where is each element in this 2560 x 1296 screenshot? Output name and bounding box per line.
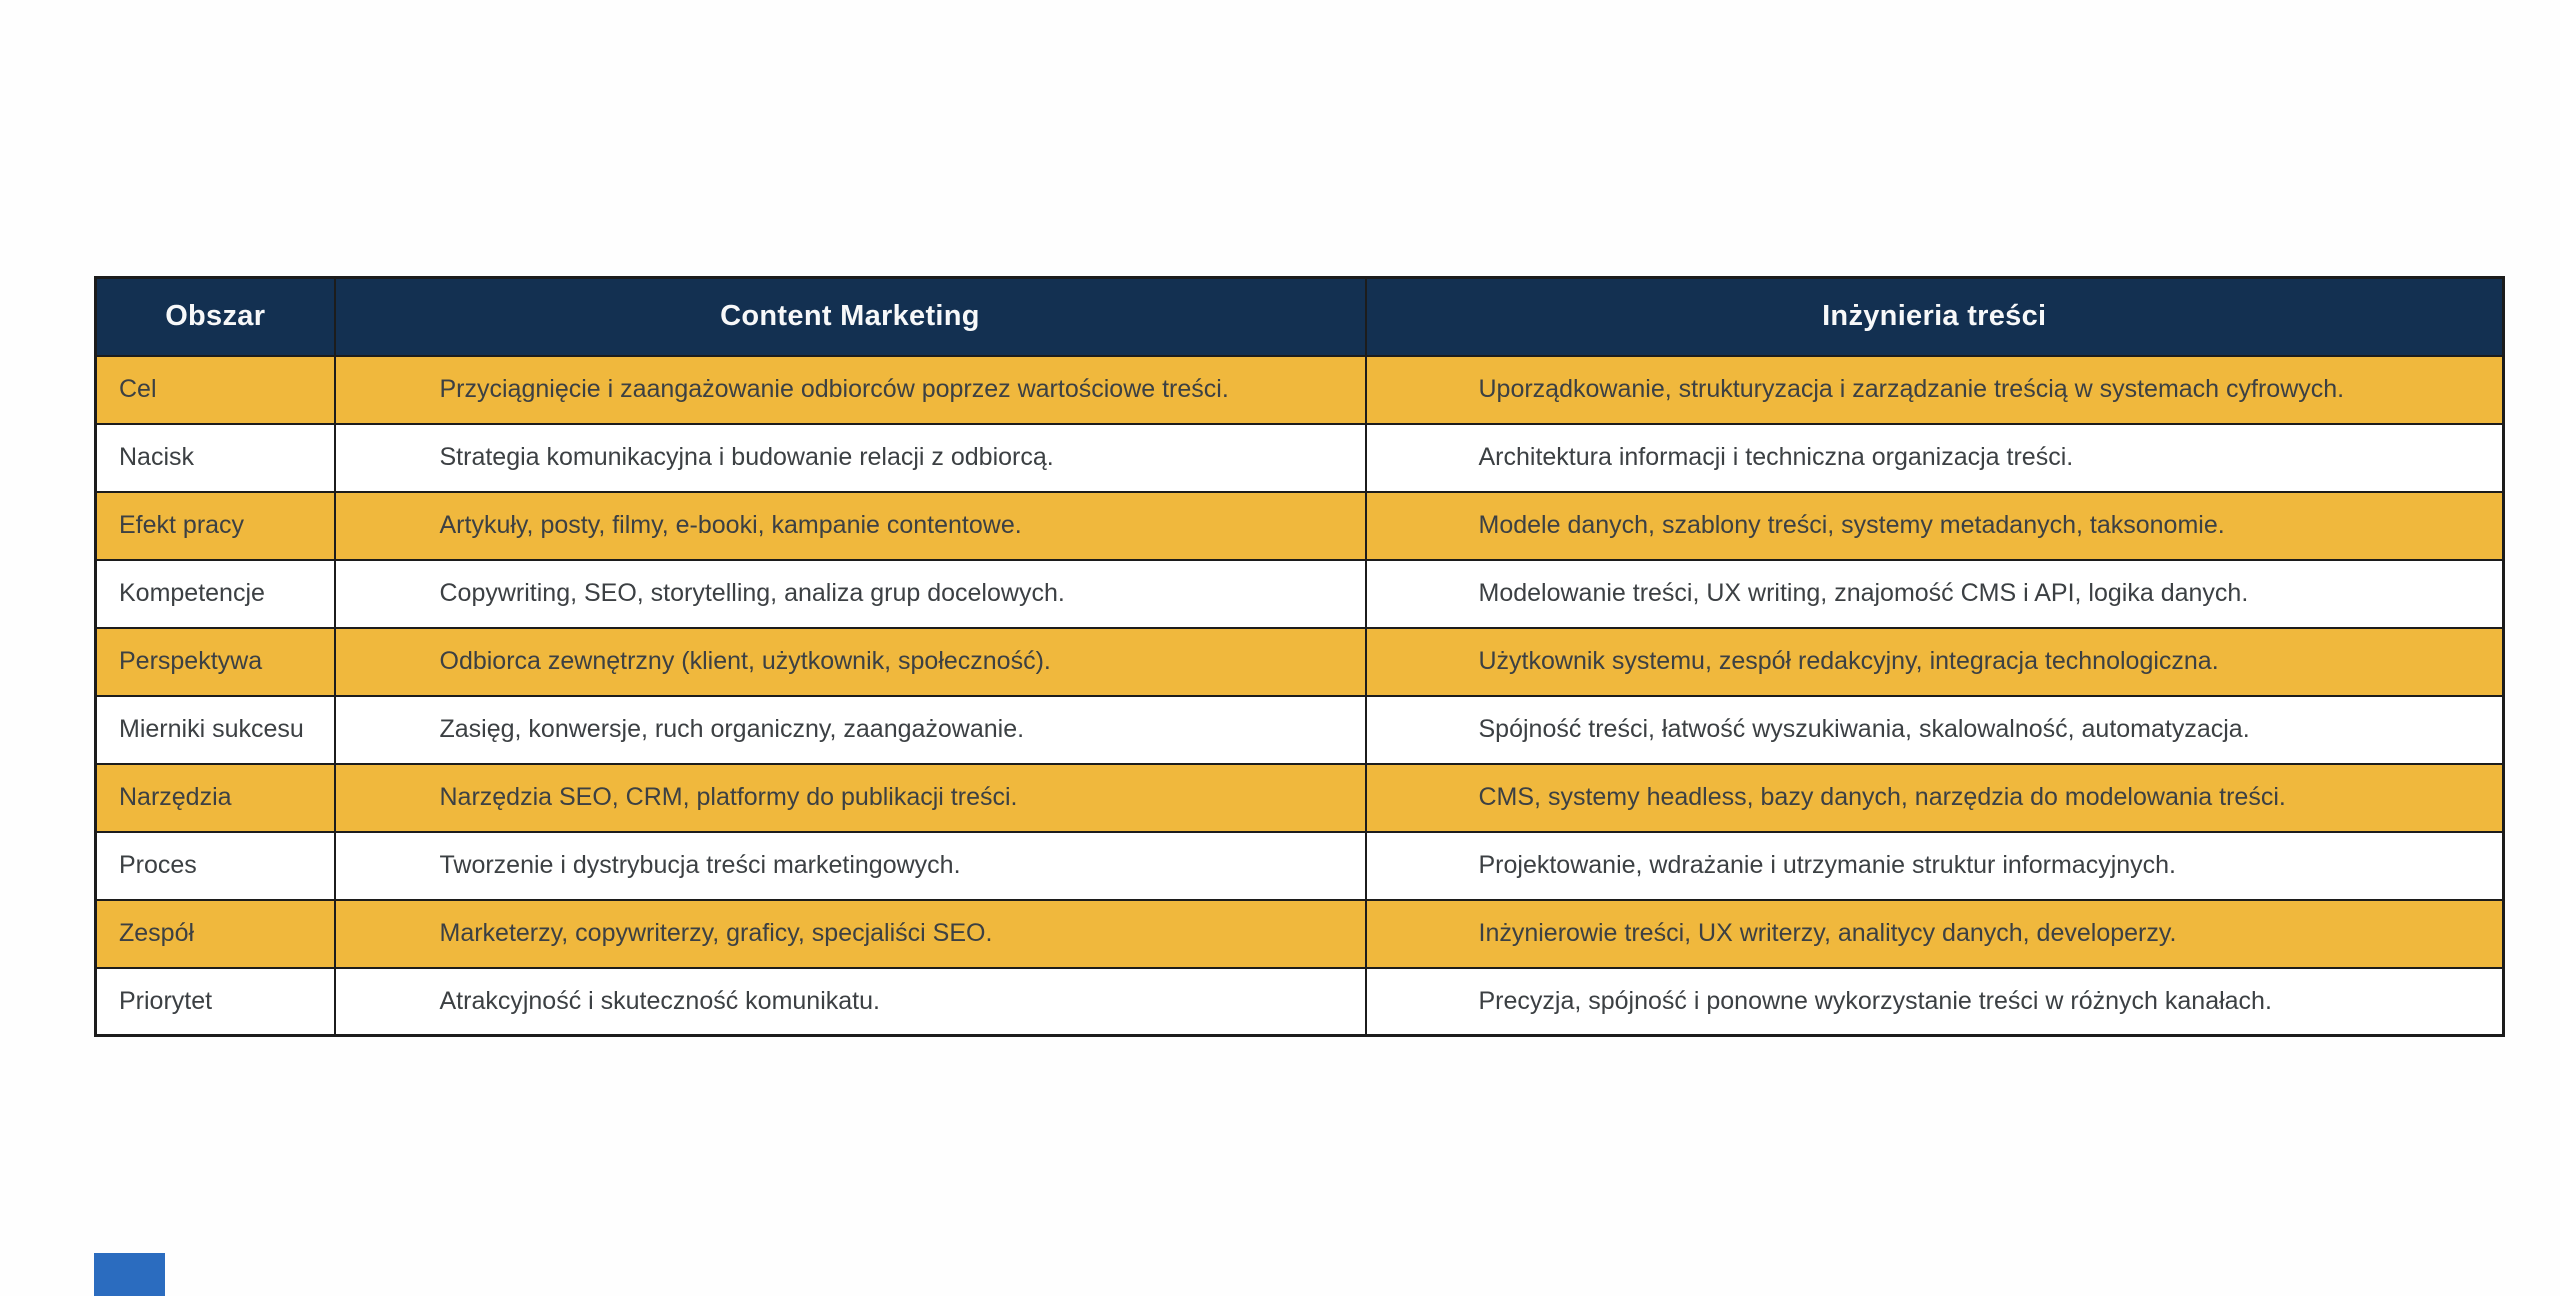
area-cell: Cel (94, 354, 336, 425)
content-engineering-cell: Projektowanie, wdrażanie i utrzymanie st… (1364, 830, 2505, 901)
content-engineering-cell: CMS, systemy headless, bazy danych, narz… (1364, 762, 2505, 833)
content-engineering-cell: Inżynierowie treści, UX writerzy, analit… (1364, 898, 2505, 969)
column-header-inzynieria-tresci: Inżynieria treści (1364, 276, 2505, 357)
content-marketing-cell: Atrakcyjność i skuteczność komunikatu. (333, 966, 1367, 1037)
content-marketing-cell: Przyciągnięcie i zaangażowanie odbiorców… (333, 354, 1367, 425)
area-cell: Perspektywa (94, 626, 336, 697)
corner-accent-square (94, 1253, 165, 1296)
content-engineering-cell: Architektura informacji i techniczna org… (1364, 422, 2505, 493)
content-marketing-cell: Copywriting, SEO, storytelling, analiza … (333, 558, 1367, 629)
content-marketing-cell: Odbiorca zewnętrzny (klient, użytkownik,… (333, 626, 1367, 697)
table-row: Perspektywa Odbiorca zewnętrzny (klient,… (94, 626, 2505, 697)
content-engineering-cell: Precyzja, spójność i ponowne wykorzystan… (1364, 966, 2505, 1037)
table-row: Cel Przyciągnięcie i zaangażowanie odbio… (94, 354, 2505, 425)
content-engineering-cell: Użytkownik systemu, zespół redakcyjny, i… (1364, 626, 2505, 697)
table-body: Cel Przyciągnięcie i zaangażowanie odbio… (94, 354, 2505, 1037)
area-cell: Narzędzia (94, 762, 336, 833)
area-cell: Mierniki sukcesu (94, 694, 336, 765)
area-cell: Proces (94, 830, 336, 901)
content-engineering-cell: Modele danych, szablony treści, systemy … (1364, 490, 2505, 561)
content-engineering-cell: Spójność treści, łatwość wyszukiwania, s… (1364, 694, 2505, 765)
table-row: Kompetencje Copywriting, SEO, storytelli… (94, 558, 2505, 629)
table-row: Nacisk Strategia komunikacyjna i budowan… (94, 422, 2505, 493)
content-marketing-cell: Narzędzia SEO, CRM, platformy do publika… (333, 762, 1367, 833)
content-marketing-cell: Artykuły, posty, filmy, e-booki, kampani… (333, 490, 1367, 561)
column-header-obszar: Obszar (94, 276, 336, 357)
table-row: Efekt pracy Artykuły, posty, filmy, e-bo… (94, 490, 2505, 561)
content-engineering-cell: Modelowanie treści, UX writing, znajomoś… (1364, 558, 2505, 629)
comparison-table-container: Obszar Content Marketing Inżynieria treś… (94, 276, 2505, 1037)
column-header-content-marketing: Content Marketing (333, 276, 1367, 357)
area-cell: Zespół (94, 898, 336, 969)
table-header-row: Obszar Content Marketing Inżynieria treś… (94, 276, 2505, 357)
content-engineering-cell: Uporządkowanie, strukturyzacja i zarządz… (1364, 354, 2505, 425)
table-row: Priorytet Atrakcyjność i skuteczność kom… (94, 966, 2505, 1037)
content-marketing-cell: Strategia komunikacyjna i budowanie rela… (333, 422, 1367, 493)
content-marketing-cell: Tworzenie i dystrybucja treści marketing… (333, 830, 1367, 901)
table-row: Proces Tworzenie i dystrybucja treści ma… (94, 830, 2505, 901)
area-cell: Efekt pracy (94, 490, 336, 561)
table-row: Mierniki sukcesu Zasięg, konwersje, ruch… (94, 694, 2505, 765)
area-cell: Priorytet (94, 966, 336, 1037)
table-row: Narzędzia Narzędzia SEO, CRM, platformy … (94, 762, 2505, 833)
content-marketing-cell: Marketerzy, copywriterzy, graficy, specj… (333, 898, 1367, 969)
table-row: Zespół Marketerzy, copywriterzy, graficy… (94, 898, 2505, 969)
content-marketing-cell: Zasięg, konwersje, ruch organiczny, zaan… (333, 694, 1367, 765)
comparison-table: Obszar Content Marketing Inżynieria treś… (94, 276, 2505, 1037)
area-cell: Kompetencje (94, 558, 336, 629)
area-cell: Nacisk (94, 422, 336, 493)
